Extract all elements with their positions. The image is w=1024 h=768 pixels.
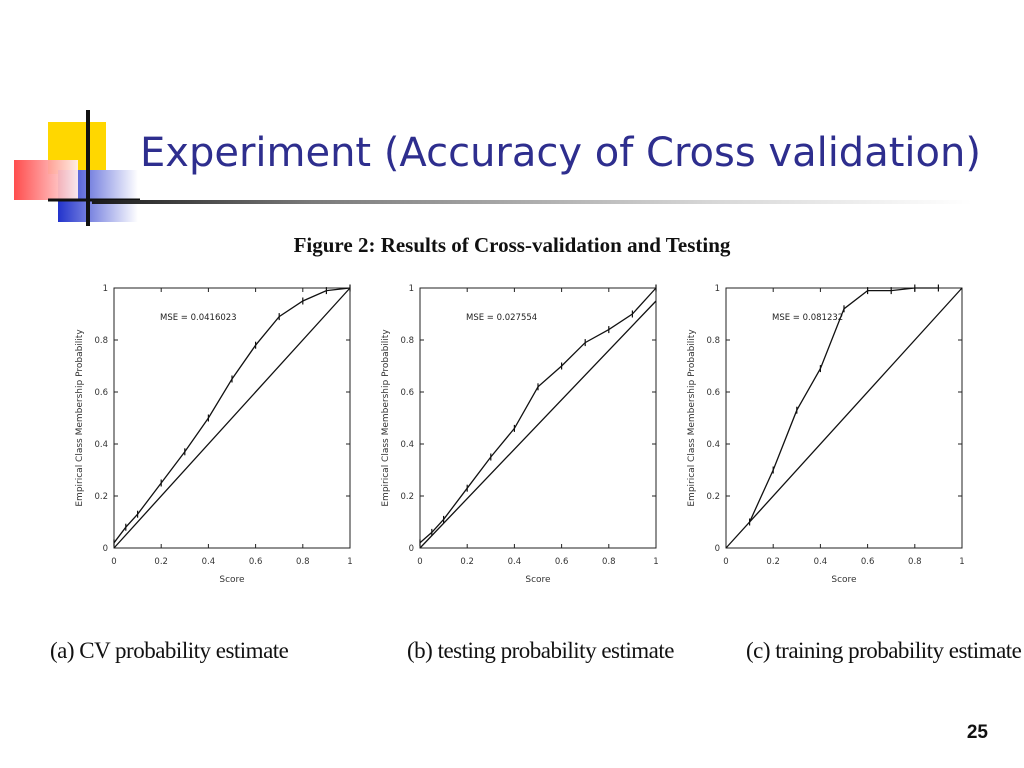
series-diagonal (419, 300, 657, 549)
caption-a: (a) CV probability estimate (50, 638, 289, 663)
y-tick-label: 0.2 (94, 492, 108, 502)
y-tick-label: 0.8 (94, 336, 108, 346)
y-tick-label: 0.4 (400, 440, 414, 450)
x-tick-label: 0.4 (814, 557, 828, 567)
x-axis-label: Score (831, 575, 857, 585)
x-tick-label: 0 (417, 557, 422, 567)
x-tick-label: 1 (347, 557, 352, 567)
y-tick-label: 0.8 (400, 336, 414, 346)
y-tick-label: 0.2 (706, 492, 720, 502)
x-tick-label: 0.6 (249, 557, 263, 567)
series-diagonal (725, 287, 963, 549)
figure-title: Figure 2: Results of Cross-validation an… (293, 233, 731, 257)
x-tick-label: 0 (723, 557, 728, 567)
x-tick-label: 0.2 (766, 557, 780, 567)
x-tick-label: 0.4 (508, 557, 522, 567)
title-underline (92, 200, 972, 204)
x-tick-label: 0 (111, 557, 116, 567)
chart-panel-b: 0 0.2 0.4 0.6 0.8 1 0 0.2 0.4 0.6 0.8 1 Score Empiric… (374, 270, 684, 610)
y-tick-label: 1 (715, 284, 720, 294)
mse-annotation: MSE = 0.0416023 (160, 313, 237, 323)
y-axis-label: Empirical Class Membership Probability (687, 329, 697, 507)
chart-a: 0 0.2 0.4 0.6 0.8 1 0 0.2 0.4 0.6 0.8 1 Score Empiric… (75, 284, 353, 585)
y-tick-label: 0.4 (706, 440, 720, 450)
x-tick-label: 0.6 (555, 557, 569, 567)
y-tick-label: 0 (103, 544, 108, 554)
x-tick-label: 0.2 (460, 557, 474, 567)
slide-logo (0, 100, 140, 240)
y-tick-label: 0.8 (706, 336, 720, 346)
y-tick-label: 0 (409, 544, 414, 554)
y-tick-label: 0.2 (400, 492, 414, 502)
y-tick-label: 0.6 (94, 388, 108, 398)
x-axis-label: Score (219, 575, 245, 585)
x-tick-label: 1 (959, 557, 964, 567)
y-axis-label: Empirical Class Membership Probability (381, 329, 391, 507)
plot-frame (419, 287, 657, 549)
caption-b: (b) testing probability estimate (407, 638, 674, 663)
y-tick-label: 0.6 (400, 388, 414, 398)
x-tick-label: 0.4 (202, 557, 216, 567)
x-tick-label: 0.8 (602, 557, 616, 567)
chart-panel-c: 0 0.2 0.4 0.6 0.8 1 0 0.2 0.4 0.6 0.8 1 Score Empiric… (680, 270, 990, 610)
x-tick-label: 0.8 (908, 557, 922, 567)
x-tick-label: 1 (653, 557, 658, 567)
mse-annotation: MSE = 0.027554 (466, 313, 537, 323)
chart-b: 0 0.2 0.4 0.6 0.8 1 0 0.2 0.4 0.6 0.8 1 Score Empiric… (381, 284, 659, 585)
y-tick-label: 0.6 (706, 388, 720, 398)
series-curve (113, 287, 351, 544)
plot-frame (113, 287, 351, 549)
slide-title: Experiment (Accuracy of Cross validation… (140, 130, 981, 176)
mse-annotation: MSE = 0.081232 (772, 313, 843, 323)
x-axis-label: Score (525, 575, 551, 585)
y-tick-label: 1 (103, 284, 108, 294)
series-curve (419, 287, 657, 544)
y-tick-label: 1 (409, 284, 414, 294)
page-number: 25 (966, 722, 988, 743)
y-tick-label: 0 (715, 544, 720, 554)
plot-frame (725, 287, 963, 549)
x-tick-label: 0.8 (296, 557, 310, 567)
chart-c: 0 0.2 0.4 0.6 0.8 1 0 0.2 0.4 0.6 0.8 1 Score Empiric… (687, 284, 965, 585)
caption-c: (c) training probability estimate (746, 638, 1022, 663)
series-curve (749, 287, 939, 523)
series-diagonal (113, 287, 351, 549)
chart-panel-a: 0 0.2 0.4 0.6 0.8 1 0 0.2 0.4 0.6 0.8 1 Score Empiric… (68, 270, 378, 610)
x-tick-label: 0.6 (861, 557, 875, 567)
y-tick-label: 0.4 (94, 440, 108, 450)
x-tick-label: 0.2 (154, 557, 168, 567)
y-axis-label: Empirical Class Membership Probability (75, 329, 85, 507)
